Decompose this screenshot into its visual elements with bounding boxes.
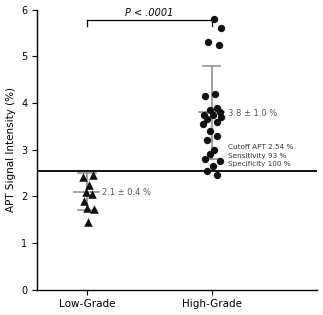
Point [212, 16, 217, 21]
Point [202, 112, 207, 117]
Point [214, 133, 219, 138]
Point [212, 147, 217, 152]
Point [219, 26, 224, 31]
Text: 3.8 ± 1.0 %: 3.8 ± 1.0 % [228, 109, 277, 118]
Point [87, 182, 92, 187]
Text: Cutoff APT 2.54 %
Sensitivity 93 %
Specificity 100 %: Cutoff APT 2.54 % Sensitivity 93 % Speci… [228, 144, 293, 167]
Point [210, 163, 215, 169]
Point [208, 152, 213, 157]
Point [84, 205, 89, 210]
Point [92, 207, 97, 212]
Point [214, 173, 219, 178]
Point [208, 129, 213, 134]
Point [203, 157, 208, 162]
Point [204, 138, 209, 143]
Point [204, 168, 209, 173]
Point [216, 42, 222, 47]
Point [200, 122, 205, 127]
Point [208, 107, 213, 112]
Point [90, 173, 96, 178]
Point [81, 174, 86, 179]
Point [203, 94, 208, 99]
Text: 2.1 ± 0.4 %: 2.1 ± 0.4 % [102, 188, 151, 197]
Point [213, 91, 218, 96]
Point [204, 117, 209, 122]
Point [83, 189, 88, 194]
Point [218, 159, 223, 164]
Point [218, 110, 223, 115]
Point [82, 198, 87, 203]
Point [89, 192, 95, 197]
Text: P < .0001: P < .0001 [125, 8, 173, 18]
Point [210, 112, 215, 117]
Point [214, 105, 219, 110]
Y-axis label: APT Signal Intensity (%): APT Signal Intensity (%) [5, 87, 16, 212]
Point [214, 119, 219, 124]
Point [86, 220, 91, 225]
Point [219, 114, 224, 119]
Point [205, 40, 210, 45]
